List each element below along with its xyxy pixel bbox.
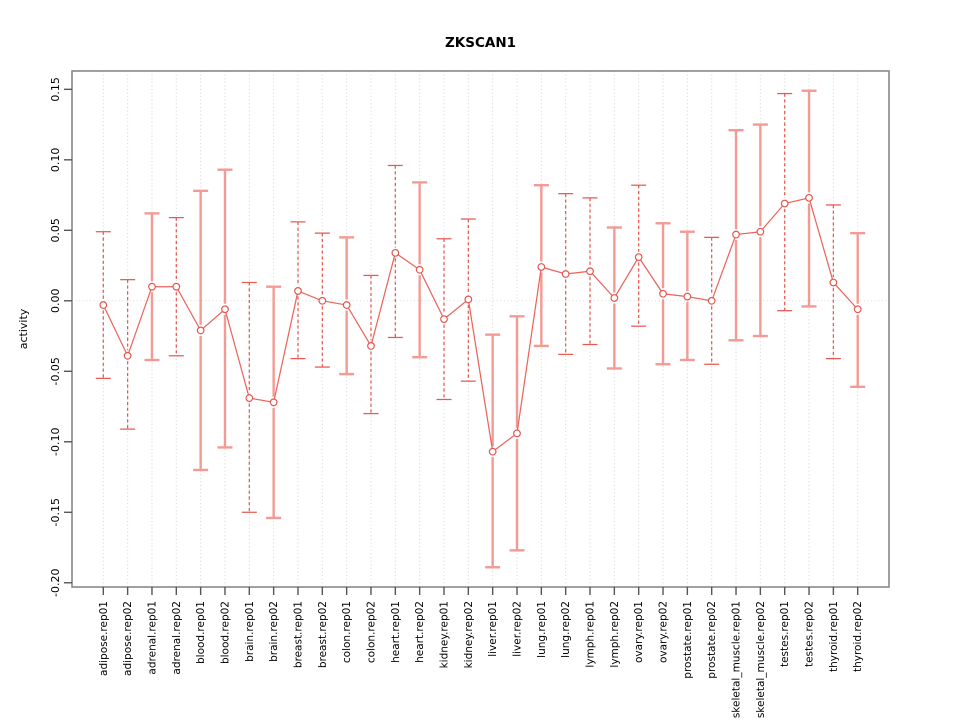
data-point bbox=[780, 199, 789, 208]
x-category-label: skeletal_muscle.rep01 bbox=[731, 601, 743, 718]
x-category-label: liver.rep01 bbox=[487, 601, 499, 657]
data-point bbox=[634, 253, 643, 261]
data-point bbox=[732, 230, 740, 239]
x-category-label: adrenal.rep02 bbox=[171, 601, 183, 675]
x-category-label: prostate.rep02 bbox=[706, 601, 718, 679]
x-category-label: ovary.rep01 bbox=[633, 601, 645, 663]
x-category-label: testes.rep02 bbox=[804, 601, 816, 667]
y-axis-label: activity bbox=[17, 308, 30, 349]
y-tick-label: -0.10 bbox=[49, 428, 62, 456]
y-tick-label: 0.10 bbox=[49, 148, 62, 173]
x-category-label: lung.rep02 bbox=[560, 601, 572, 658]
x-category-label: lymph.rep01 bbox=[585, 601, 597, 668]
x-category-label: kidney.rep02 bbox=[463, 601, 475, 668]
data-point bbox=[172, 282, 181, 291]
x-category-label: brain.rep01 bbox=[244, 601, 256, 662]
x-category-label: liver.rep02 bbox=[512, 601, 524, 657]
x-category-label: testes.rep01 bbox=[779, 601, 791, 667]
data-point bbox=[269, 398, 278, 407]
data-point bbox=[707, 296, 716, 305]
x-category-label: heart.rep01 bbox=[390, 601, 402, 663]
x-category-label: heart.rep02 bbox=[414, 601, 426, 663]
x-category-label: colon.rep02 bbox=[365, 601, 377, 663]
x-category-label: lung.rep01 bbox=[536, 601, 548, 658]
data-point bbox=[561, 270, 570, 278]
y-tick-label: 0.00 bbox=[49, 289, 62, 314]
x-category-label: blood.rep01 bbox=[195, 601, 207, 664]
y-tick-label: 0.05 bbox=[49, 218, 62, 243]
data-point bbox=[756, 227, 765, 236]
data-point bbox=[853, 305, 862, 314]
data-point bbox=[488, 447, 497, 456]
data-point bbox=[99, 301, 108, 309]
x-category-label: prostate.rep01 bbox=[682, 601, 694, 679]
y-tick-label: -0.05 bbox=[49, 357, 62, 385]
x-category-label: blood.rep02 bbox=[219, 601, 231, 664]
x-category-label: colon.rep01 bbox=[341, 601, 353, 663]
data-point bbox=[367, 342, 375, 350]
chart-title: ZKSCAN1 bbox=[445, 35, 516, 51]
data-point bbox=[221, 305, 229, 314]
x-category-label: kidney.rep01 bbox=[438, 601, 450, 668]
data-point bbox=[318, 296, 327, 305]
data-point bbox=[683, 292, 692, 301]
data-point bbox=[391, 248, 400, 257]
x-category-label: skeletal_muscle.rep02 bbox=[755, 601, 767, 718]
x-category-label: breast.rep01 bbox=[292, 601, 304, 668]
data-point bbox=[415, 265, 424, 274]
data-point bbox=[586, 267, 594, 276]
data-point bbox=[829, 278, 838, 287]
x-category-label: adipose.rep01 bbox=[98, 601, 110, 676]
data-point bbox=[342, 301, 351, 309]
x-category-label: brain.rep02 bbox=[268, 601, 280, 662]
y-tick-label: 0.15 bbox=[49, 77, 62, 102]
x-category-label: adrenal.rep01 bbox=[146, 601, 158, 675]
x-category-label: ovary.rep02 bbox=[658, 601, 670, 663]
y-tick-label: -0.15 bbox=[49, 498, 62, 526]
plot-border bbox=[71, 70, 890, 588]
x-category-label: lymph.rep02 bbox=[609, 601, 621, 668]
data-point bbox=[294, 287, 302, 295]
data-point bbox=[513, 429, 521, 438]
data-point bbox=[659, 289, 667, 298]
data-point bbox=[610, 294, 619, 302]
data-point bbox=[805, 193, 813, 202]
data-point bbox=[245, 394, 254, 402]
x-category-label: thyroid.rep01 bbox=[828, 601, 840, 672]
data-point bbox=[123, 351, 132, 360]
x-category-label: breast.rep02 bbox=[317, 601, 329, 668]
data-point bbox=[440, 315, 448, 324]
data-point bbox=[148, 282, 156, 291]
y-tick-label: -0.20 bbox=[49, 569, 62, 597]
x-category-label: thyroid.rep02 bbox=[852, 601, 864, 672]
x-category-label: adipose.rep02 bbox=[122, 601, 134, 676]
data-point bbox=[464, 295, 473, 304]
data-point bbox=[537, 263, 546, 271]
series-line bbox=[102, 197, 859, 453]
data-point bbox=[196, 326, 205, 335]
